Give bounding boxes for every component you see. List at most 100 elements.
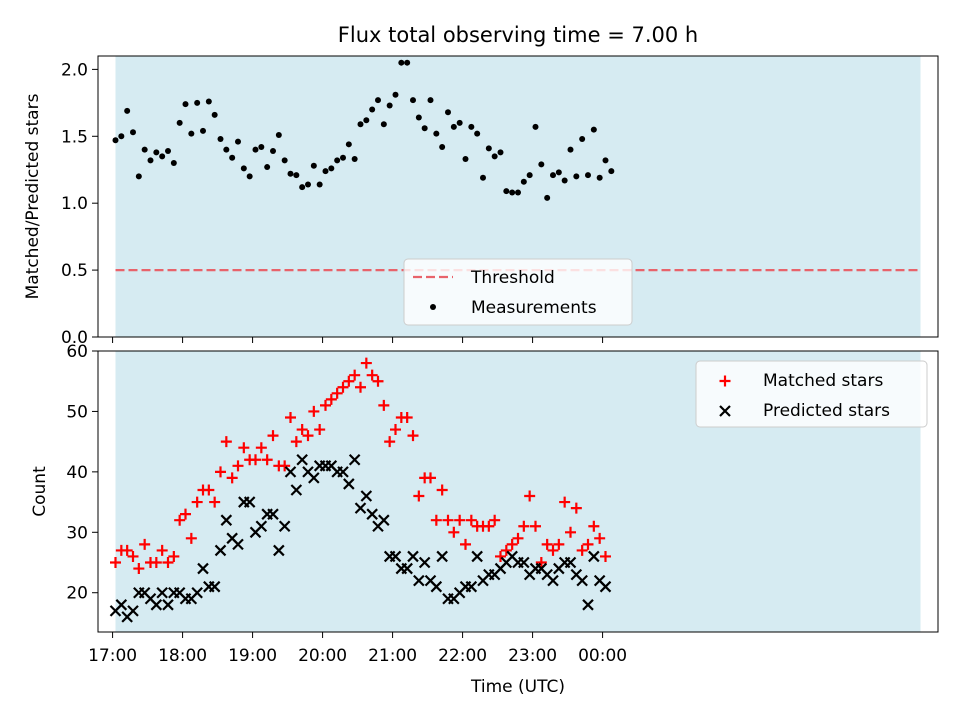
measurement-point (404, 59, 411, 66)
x-tick-label: 19:00 (228, 646, 277, 666)
measurement-point (124, 107, 131, 114)
measurement-point (200, 127, 206, 134)
measurement-point (608, 168, 615, 175)
predicted-star-point (337, 466, 349, 478)
measurement-point (188, 130, 195, 137)
measurement-point (112, 137, 119, 144)
chart-title: Flux total observing time = 7.00 h (338, 23, 698, 47)
matched-star-point (308, 405, 320, 417)
measurement-point (176, 119, 183, 126)
matched-star-point (255, 442, 267, 454)
measurement-point (421, 125, 428, 132)
matched-star-point (238, 442, 250, 454)
x-axis-label: Time (UTC) (470, 677, 565, 697)
matched-star-point (436, 484, 448, 496)
matched-star-point (314, 424, 326, 436)
y-axis-label: Matched/Predicted stars (23, 93, 43, 299)
matched-star-point (331, 387, 343, 399)
measurement-point (310, 162, 317, 169)
measurement-point (561, 177, 568, 184)
matched-star-point (559, 496, 571, 508)
measurement-point (497, 149, 504, 156)
matched-star-point (121, 544, 133, 556)
y-tick-label: 1.0 (61, 194, 88, 214)
predicted-star-point (343, 478, 355, 490)
matched-star-point (215, 466, 226, 478)
matched-star-point (401, 411, 413, 423)
matched-star-point (588, 520, 600, 532)
matched-star-point (133, 563, 145, 575)
measurement-point (159, 153, 166, 160)
matched-star-point (372, 375, 384, 387)
predicted-star-point (208, 580, 221, 593)
matched-star-point (483, 520, 495, 532)
matched-star-point (582, 538, 594, 550)
matched-star-point (378, 399, 390, 411)
predicted-star-point (127, 605, 139, 617)
legend-matched-swatch (719, 375, 731, 387)
measurement-point (596, 174, 603, 181)
matched-star-point (570, 502, 582, 514)
matched-star-point (442, 514, 454, 526)
measurement-point (386, 102, 393, 109)
matched-star-point (267, 430, 279, 442)
measurement-point (135, 173, 142, 180)
measurement-point (392, 91, 399, 98)
legend-top: Threshold Measurements (403, 258, 633, 326)
measurement-point (316, 181, 323, 188)
measurement-point (526, 172, 533, 179)
measurement-point (153, 149, 160, 156)
matched-star-point (325, 393, 337, 405)
matched-star-point (232, 460, 244, 472)
predicted-star-point (430, 580, 443, 593)
measurement-point (590, 126, 597, 133)
measurement-point (246, 173, 253, 180)
y-tick-label: 0.5 (61, 261, 88, 281)
predicted-star-point (115, 599, 128, 611)
predicted-star-point (588, 550, 600, 563)
predicted-star-point (348, 453, 361, 466)
matched-star-point (337, 381, 349, 393)
matched-star-point (110, 557, 121, 569)
measurement-point (520, 178, 527, 185)
predicted-star-point (389, 550, 402, 563)
measurement-point (550, 172, 556, 179)
matched-star-point (600, 550, 611, 562)
matched-star-point (156, 544, 168, 556)
measurement-point (351, 156, 358, 163)
measurement-point (287, 170, 294, 177)
matched-star-point (296, 424, 308, 436)
measurement-point (415, 114, 422, 121)
measurement-point (299, 184, 306, 191)
legend-predicted-swatch (719, 405, 731, 417)
measurement-point (509, 189, 516, 196)
matched-star-point (360, 357, 372, 369)
predicted-star-point (547, 574, 559, 587)
measurement-point (235, 138, 241, 145)
predicted-star-point (354, 502, 367, 514)
measurement-point (544, 194, 551, 201)
matched-star-point (506, 538, 518, 550)
x-tick-label: 23:00 (508, 646, 557, 666)
predicted-star-point (290, 484, 303, 496)
measurement-point (345, 141, 352, 148)
measurement-point (398, 59, 405, 66)
matched-star-point (565, 526, 576, 538)
predicted-star-point (191, 586, 203, 599)
matched-star-point (594, 532, 606, 544)
axes-frame (97, 55, 939, 338)
measurement-point (229, 154, 236, 161)
predicted-star-point (255, 520, 268, 533)
matched-star-point (535, 557, 547, 569)
measurement-point (205, 98, 212, 105)
y-tick-label: 20 (66, 584, 88, 604)
y-tick-label: 2.0 (61, 60, 88, 80)
x-tick-label: 22:00 (438, 646, 487, 666)
predicted-star-point (278, 520, 291, 533)
predicted-star-point (308, 472, 320, 484)
matched-star-point (220, 436, 232, 448)
legend-bottom: Matched stars Predicted stars (695, 360, 928, 428)
measurement-point (240, 165, 247, 172)
measurement-point (532, 123, 539, 130)
